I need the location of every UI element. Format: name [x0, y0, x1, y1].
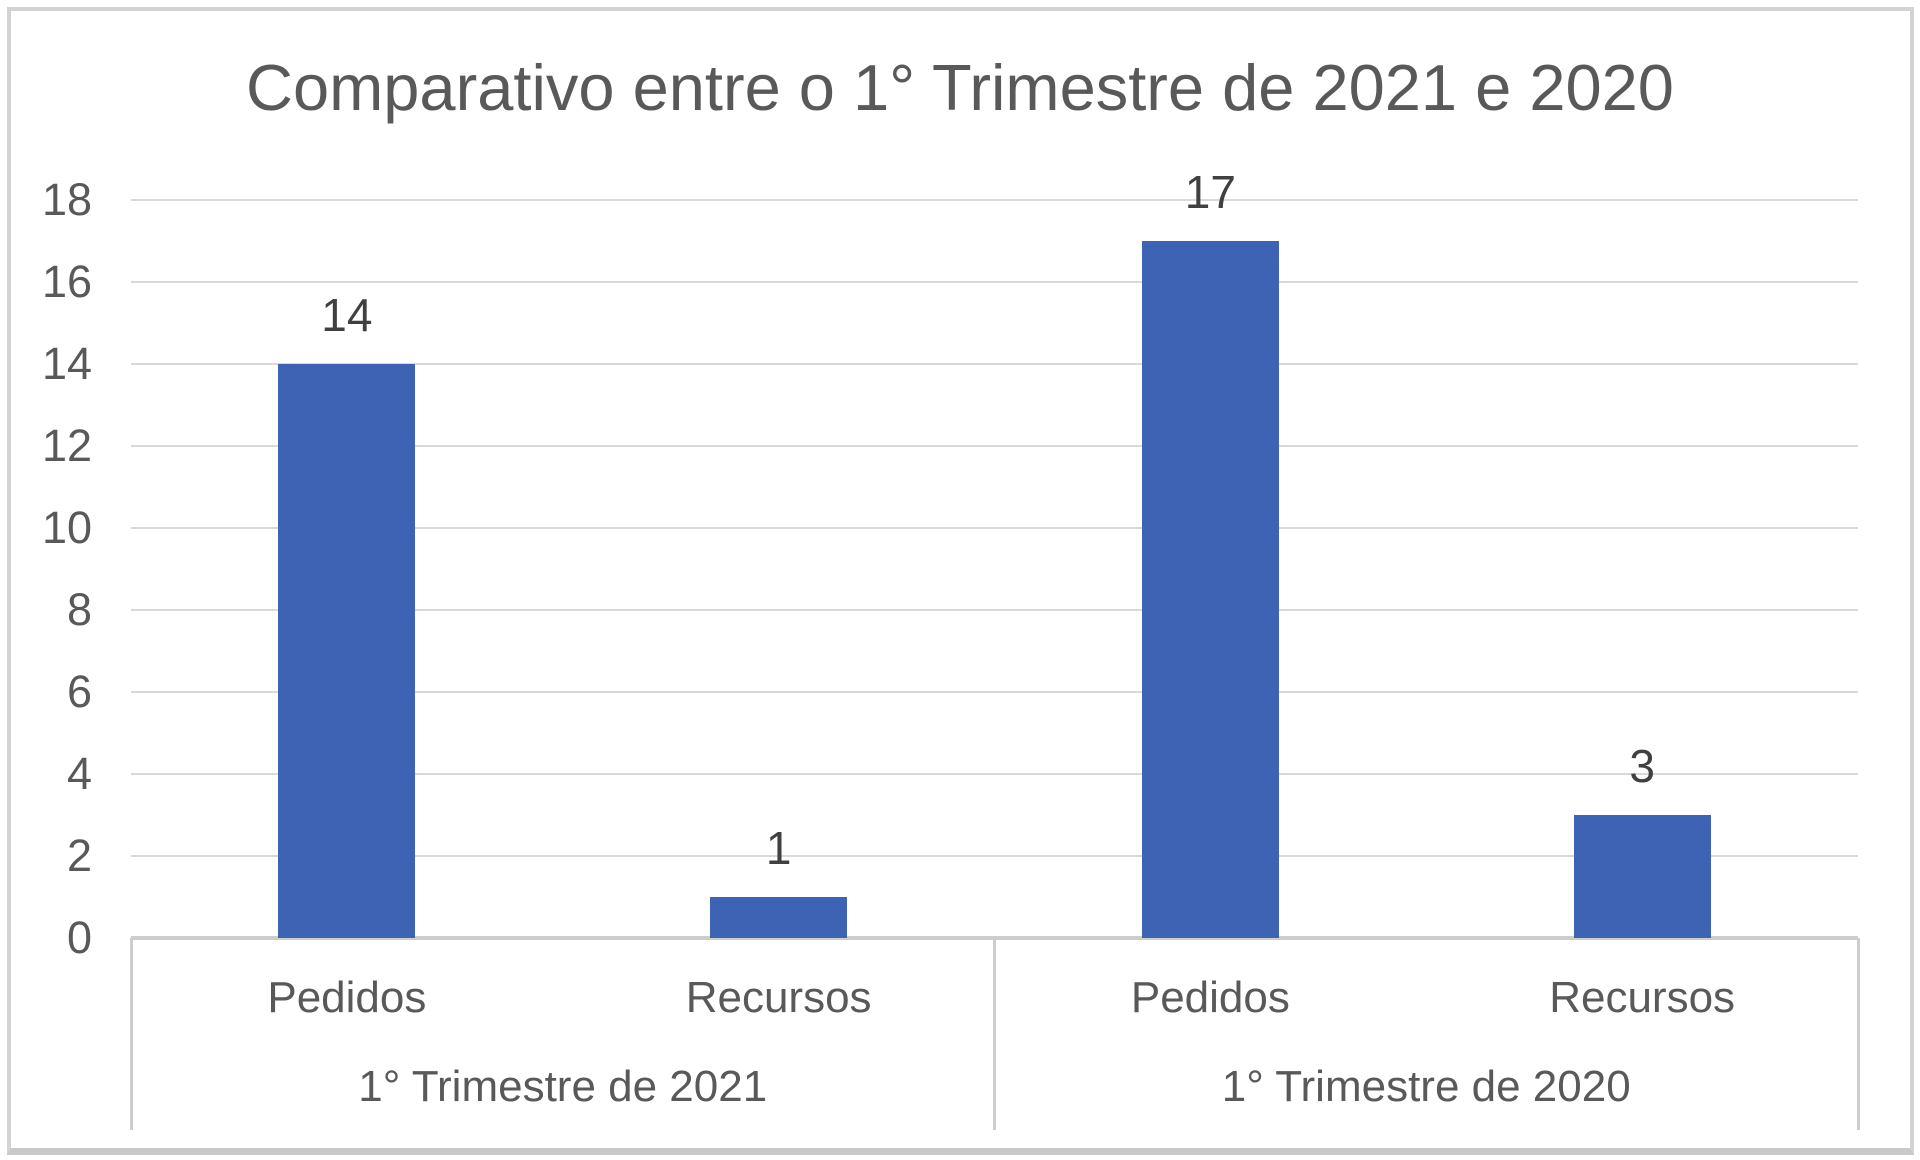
data-label: 17	[1184, 166, 1236, 218]
y-tick-label: 0	[66, 912, 92, 963]
category-label: Pedidos	[1130, 973, 1290, 1022]
gridline	[131, 199, 1858, 201]
data-label: 1	[765, 822, 792, 874]
bar-recursos-1	[710, 897, 848, 938]
gridline	[131, 281, 1858, 283]
category-label: Recursos	[685, 973, 872, 1022]
data-label: 3	[1629, 740, 1655, 792]
bar-pedidos-2	[1141, 241, 1279, 938]
y-tick-label: 2	[66, 830, 92, 881]
y-tick-label: 12	[41, 420, 92, 471]
y-tick-label: 6	[66, 666, 92, 717]
gridline	[131, 363, 1858, 365]
category-axis-separator	[1856, 938, 1860, 1130]
y-tick-label: 16	[41, 256, 92, 307]
y-tick-label: 18	[41, 174, 92, 225]
category-label: Pedidos	[267, 973, 427, 1022]
gridline	[131, 527, 1858, 529]
gridline	[131, 445, 1858, 447]
y-tick-label: 8	[66, 584, 92, 635]
bar-recursos-2	[1573, 815, 1711, 938]
gridline	[131, 855, 1858, 857]
chart-title: Comparativo entre o 1° Trimestre de 2021…	[246, 51, 1674, 124]
y-tick-label: 4	[66, 748, 92, 799]
group-label: 1° Trimestre de 2021	[358, 1062, 768, 1111]
y-tick-label: 14	[41, 338, 92, 389]
y-tick-label: 10	[41, 502, 92, 553]
group-label: 1° Trimestre de 2020	[1221, 1062, 1631, 1111]
gridline	[131, 691, 1858, 693]
data-label: 14	[321, 289, 373, 341]
category-axis-separator	[129, 938, 133, 1130]
bar-pedidos-1	[278, 364, 416, 938]
gridline	[131, 773, 1858, 775]
gridline	[131, 609, 1858, 611]
category-axis-separator	[993, 938, 996, 1130]
category-label: Recursos	[1549, 973, 1736, 1022]
